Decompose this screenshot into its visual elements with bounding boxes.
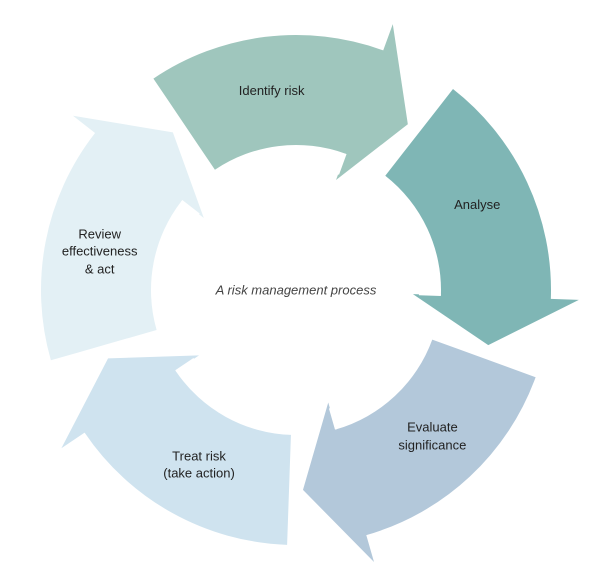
cycle-svg: [0, 0, 592, 581]
segment-analyse: [385, 89, 579, 345]
segment-identify: [153, 24, 407, 180]
segment-treat: [61, 355, 291, 544]
segment-review: [41, 116, 204, 361]
risk-cycle-diagram: A risk management process Identify riskA…: [0, 0, 592, 581]
segment-evaluate: [303, 340, 536, 562]
segment-tick-analyse: [419, 294, 441, 295]
